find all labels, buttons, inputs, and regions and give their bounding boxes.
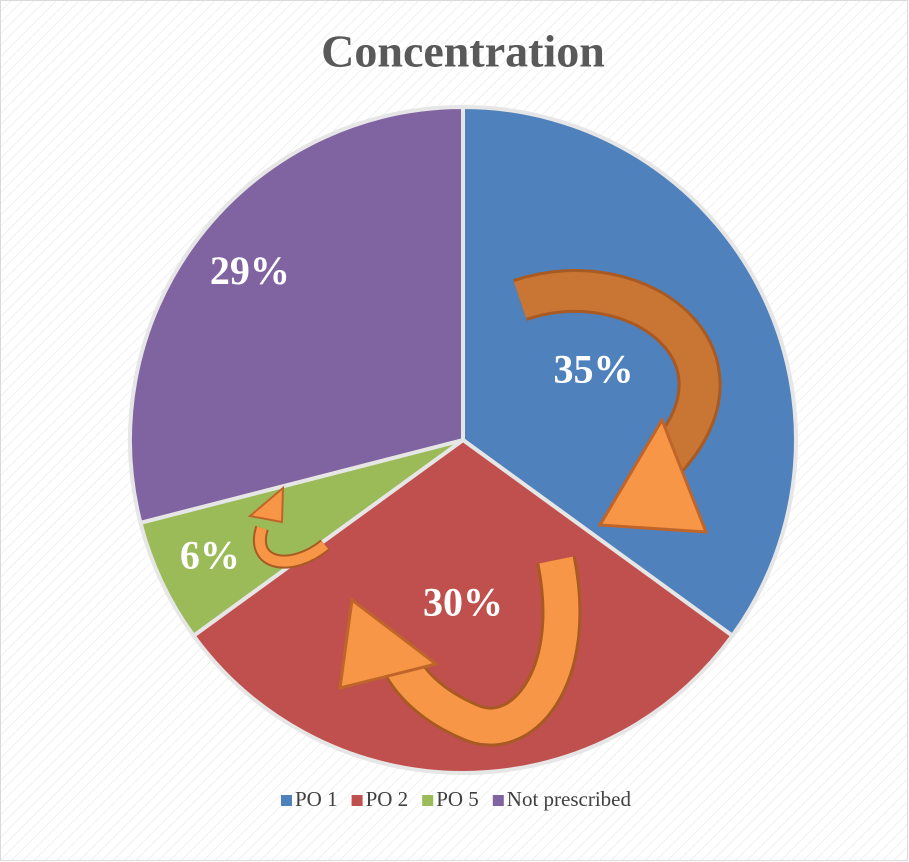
legend-label: PO 1 [295,787,338,811]
legend-swatch [422,795,434,806]
arrow-head [247,485,285,524]
legend-label: Not prescribed [507,787,632,811]
pie-slice [128,105,465,525]
pie-slice [461,105,798,638]
data-label: 6% [180,532,240,577]
data-labels: 35% 30% 6% 29% [180,248,634,625]
arrow-body [514,272,719,484]
legend-swatch [492,795,504,806]
arrow-body [255,526,329,567]
data-label: 29% [210,248,290,293]
legend-swatch [351,795,363,806]
legend: PO 1 PO 2 PO 5 Not prescribed [280,787,632,811]
arrows [247,269,722,747]
data-label: 35% [554,347,634,392]
arrow-head [338,597,440,690]
legend-label: PO 5 [436,787,479,811]
legend-swatch [280,795,292,806]
legend-label: PO 2 [366,787,409,811]
pie-slice [191,438,735,775]
arrow-head [597,416,709,534]
pie [128,105,798,775]
data-label: 30% [423,580,503,625]
arrow-body [377,556,579,744]
pie-slice [138,438,465,638]
chart-title: Concentration [321,26,605,77]
